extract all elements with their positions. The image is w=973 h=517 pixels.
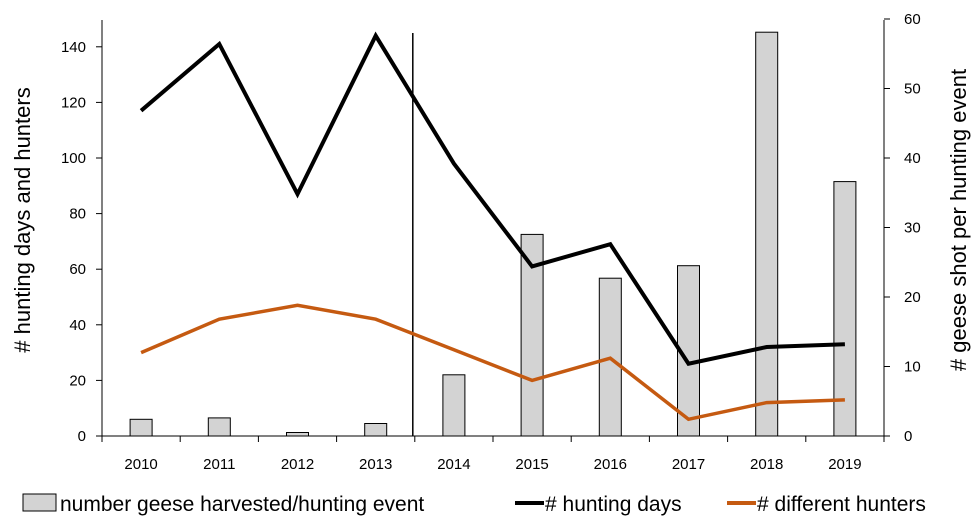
y-tick-label-right: 0: [904, 428, 912, 445]
y-tick-label-right: 20: [904, 289, 921, 306]
bar-2010: [129, 418, 153, 437]
y-tick-label-right: 60: [904, 11, 921, 28]
x-tick-label-2013: 2013: [359, 456, 392, 473]
y-axis-title-right: # geese shot per hunting event: [946, 69, 971, 371]
y-tick-label-right: 10: [904, 359, 921, 376]
bar-2019: [833, 181, 857, 437]
x-tick-label-2011: 2011: [203, 456, 235, 473]
legend-swatch-bars: [22, 493, 57, 512]
bar-2011: [207, 417, 231, 437]
legend-label-hunting-days: # hunting days: [545, 493, 682, 516]
legend-label-different-hunters: # different hunters: [757, 493, 926, 516]
line-series: [139, 31, 845, 422]
x-tick-label-2012: 2012: [281, 456, 314, 473]
y-axis-title-left: # hunting days and hunters: [10, 87, 35, 352]
y-tick-label-left: 60: [69, 261, 86, 278]
y-tick-label-left: 120: [61, 94, 86, 111]
x-tick-label-2014: 2014: [437, 456, 470, 473]
legend: number geese harvested/hunting event # h…: [22, 493, 926, 516]
y-tick-label-right: 40: [904, 150, 921, 167]
y-tick-label-left: 0: [78, 428, 86, 445]
y-tick-label-right: 50: [904, 81, 921, 98]
x-tick-label-2019: 2019: [828, 456, 861, 473]
y-tick-label-right: 30: [904, 220, 921, 237]
bar-2012: [286, 432, 309, 437]
tick-labels: 0 20 40 60 80 100 120 140 0 10 20 30 40 50 60 2010 2011 2…: [61, 11, 921, 473]
y-tick-label-left: 100: [61, 150, 86, 167]
x-tick-label-2010: 2010: [124, 456, 157, 473]
y-tick-label-left: 40: [69, 317, 86, 334]
line-hunting-days: [139, 31, 845, 366]
x-tick-label-2015: 2015: [515, 456, 548, 473]
x-tick-label-2017: 2017: [672, 456, 705, 473]
x-tick-label-2016: 2016: [594, 456, 627, 473]
bar-2014: [442, 374, 466, 437]
legend-label-bars: number geese harvested/hunting event: [60, 493, 424, 516]
bar-2013: [364, 423, 388, 437]
line-different-hunters: [140, 303, 845, 422]
bar-2018: [755, 31, 779, 437]
y-tick-label-left: 20: [69, 372, 86, 389]
y-tick-label-left: 140: [61, 39, 86, 56]
bar-series-geese-harvested: [129, 31, 857, 437]
y-tick-label-left: 80: [69, 206, 86, 223]
x-tick-label-2018: 2018: [750, 456, 783, 473]
